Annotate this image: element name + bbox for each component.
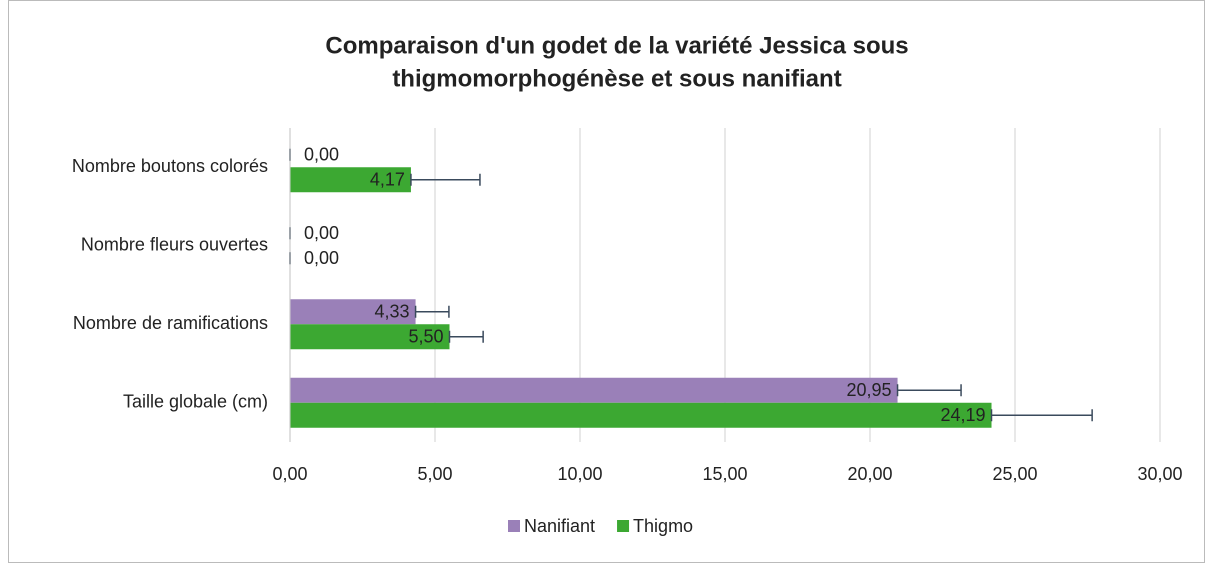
bar	[290, 402, 992, 428]
data-label: 0,00	[304, 248, 339, 268]
x-tick-label: 25,00	[992, 464, 1037, 484]
data-label: 5,50	[408, 327, 443, 347]
chart-title: thigmomorphogénèse et sous nanifiant	[392, 65, 841, 92]
bar	[290, 324, 450, 350]
legend-swatch	[617, 520, 630, 532]
data-label: 0,00	[304, 145, 339, 165]
bar	[290, 377, 898, 403]
x-tick-label: 30,00	[1137, 464, 1182, 484]
y-tick-label: Nombre fleurs ouvertes	[81, 235, 268, 255]
x-tick-label: 15,00	[702, 464, 747, 484]
bar	[290, 167, 411, 193]
data-label: 4,17	[370, 170, 405, 190]
y-tick-label: Taille globale (cm)	[123, 392, 268, 412]
data-label: 20,95	[847, 380, 892, 400]
y-tick-label: Nombre boutons colorés	[72, 156, 268, 176]
legend-label: Nanifiant	[524, 516, 595, 536]
data-label: 4,33	[375, 302, 410, 322]
y-tick-label: Nombre de ramifications	[73, 313, 268, 333]
x-tick-label: 0,00	[272, 464, 307, 484]
bar	[290, 299, 416, 325]
chart-title: Comparaison d'un godet de la variété Jes…	[325, 32, 908, 59]
data-label: 24,19	[940, 405, 985, 425]
chart-border	[8, 0, 1205, 563]
data-label: 0,00	[304, 223, 339, 243]
x-tick-label: 5,00	[417, 464, 452, 484]
x-tick-label: 10,00	[557, 464, 602, 484]
legend-swatch	[508, 520, 520, 532]
legend-label: Thigmo	[633, 516, 693, 536]
x-tick-label: 20,00	[847, 464, 892, 484]
